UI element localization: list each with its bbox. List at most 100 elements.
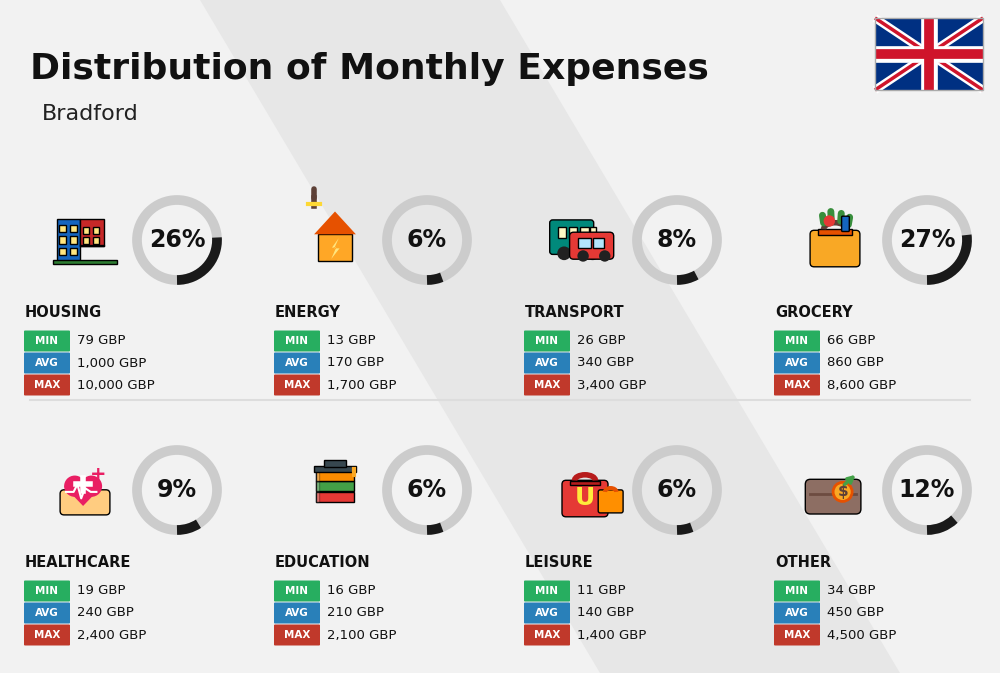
Text: 16 GBP: 16 GBP	[327, 584, 376, 598]
Text: 8,600 GBP: 8,600 GBP	[827, 378, 896, 392]
FancyBboxPatch shape	[59, 236, 66, 244]
FancyBboxPatch shape	[316, 470, 319, 481]
Text: 8%: 8%	[657, 228, 697, 252]
Text: 79 GBP: 79 GBP	[77, 334, 126, 347]
Text: MIN: MIN	[786, 336, 808, 346]
Text: MAX: MAX	[784, 630, 810, 640]
FancyBboxPatch shape	[562, 481, 608, 517]
FancyBboxPatch shape	[593, 238, 604, 248]
FancyBboxPatch shape	[570, 232, 614, 259]
FancyBboxPatch shape	[524, 330, 570, 351]
Text: HOUSING: HOUSING	[25, 305, 102, 320]
Text: 6%: 6%	[407, 228, 447, 252]
FancyBboxPatch shape	[59, 248, 66, 255]
Text: +: +	[90, 464, 107, 483]
Text: 4,500 GBP: 4,500 GBP	[827, 629, 896, 641]
Text: 860 GBP: 860 GBP	[827, 357, 884, 369]
FancyBboxPatch shape	[805, 479, 861, 514]
Text: MIN: MIN	[36, 336, 58, 346]
Text: AVG: AVG	[35, 608, 59, 618]
Text: 1,700 GBP: 1,700 GBP	[327, 378, 396, 392]
Text: MIN: MIN	[36, 586, 58, 596]
FancyBboxPatch shape	[818, 229, 852, 235]
Text: 240 GBP: 240 GBP	[77, 606, 134, 620]
FancyBboxPatch shape	[524, 353, 570, 374]
FancyBboxPatch shape	[56, 219, 80, 261]
Text: U: U	[575, 486, 595, 509]
FancyBboxPatch shape	[842, 216, 849, 232]
FancyBboxPatch shape	[524, 581, 570, 602]
FancyBboxPatch shape	[774, 581, 820, 602]
FancyBboxPatch shape	[569, 227, 577, 238]
FancyBboxPatch shape	[774, 625, 820, 645]
Text: AVG: AVG	[535, 608, 559, 618]
Text: 12%: 12%	[899, 478, 955, 502]
FancyBboxPatch shape	[318, 234, 352, 261]
Circle shape	[577, 250, 589, 262]
FancyBboxPatch shape	[598, 490, 623, 513]
Text: 11 GBP: 11 GBP	[577, 584, 626, 598]
Text: Distribution of Monthly Expenses: Distribution of Monthly Expenses	[30, 52, 709, 86]
FancyBboxPatch shape	[578, 238, 591, 248]
FancyBboxPatch shape	[274, 602, 320, 623]
Text: TRANSPORT: TRANSPORT	[525, 305, 625, 320]
Text: 1,400 GBP: 1,400 GBP	[577, 629, 646, 641]
Circle shape	[81, 476, 102, 497]
Text: ENERGY: ENERGY	[275, 305, 341, 320]
FancyBboxPatch shape	[316, 492, 319, 502]
FancyBboxPatch shape	[83, 238, 89, 244]
Text: LEISURE: LEISURE	[525, 555, 594, 570]
Circle shape	[833, 483, 852, 501]
Circle shape	[824, 215, 835, 227]
FancyBboxPatch shape	[558, 227, 566, 238]
FancyBboxPatch shape	[274, 625, 320, 645]
Text: 26%: 26%	[149, 228, 205, 252]
Polygon shape	[64, 486, 102, 506]
FancyBboxPatch shape	[580, 227, 589, 238]
Circle shape	[557, 246, 571, 260]
FancyBboxPatch shape	[24, 581, 70, 602]
FancyBboxPatch shape	[316, 492, 354, 502]
Text: 340 GBP: 340 GBP	[577, 357, 634, 369]
FancyBboxPatch shape	[24, 602, 70, 623]
Text: AVG: AVG	[285, 608, 309, 618]
FancyBboxPatch shape	[550, 220, 594, 254]
Text: 170 GBP: 170 GBP	[327, 357, 384, 369]
FancyBboxPatch shape	[24, 625, 70, 645]
Text: MAX: MAX	[284, 380, 310, 390]
Text: 210 GBP: 210 GBP	[327, 606, 384, 620]
FancyBboxPatch shape	[24, 374, 70, 396]
FancyBboxPatch shape	[570, 481, 600, 485]
Text: MAX: MAX	[34, 630, 60, 640]
Text: MIN: MIN	[286, 336, 308, 346]
FancyBboxPatch shape	[80, 244, 104, 246]
Text: 2,100 GBP: 2,100 GBP	[327, 629, 396, 641]
Text: MIN: MIN	[786, 586, 808, 596]
FancyBboxPatch shape	[524, 374, 570, 396]
Text: 19 GBP: 19 GBP	[77, 584, 126, 598]
FancyBboxPatch shape	[83, 227, 89, 234]
FancyBboxPatch shape	[810, 230, 860, 267]
Text: AVG: AVG	[535, 358, 559, 368]
Text: AVG: AVG	[35, 358, 59, 368]
FancyBboxPatch shape	[316, 481, 319, 491]
Text: MIN: MIN	[536, 586, 558, 596]
FancyBboxPatch shape	[70, 248, 77, 255]
Circle shape	[64, 476, 85, 497]
FancyBboxPatch shape	[316, 481, 354, 491]
FancyBboxPatch shape	[70, 225, 77, 232]
Text: EDUCATION: EDUCATION	[275, 555, 371, 570]
Text: 450 GBP: 450 GBP	[827, 606, 884, 620]
FancyBboxPatch shape	[314, 466, 356, 472]
Text: AVG: AVG	[785, 608, 809, 618]
Text: GROCERY: GROCERY	[775, 305, 853, 320]
FancyBboxPatch shape	[24, 330, 70, 351]
FancyBboxPatch shape	[53, 260, 117, 264]
FancyBboxPatch shape	[875, 18, 983, 90]
Text: 3,400 GBP: 3,400 GBP	[577, 378, 646, 392]
FancyBboxPatch shape	[59, 225, 66, 232]
Text: MAX: MAX	[534, 630, 560, 640]
FancyBboxPatch shape	[70, 236, 77, 244]
FancyBboxPatch shape	[524, 625, 570, 645]
FancyBboxPatch shape	[60, 490, 110, 515]
